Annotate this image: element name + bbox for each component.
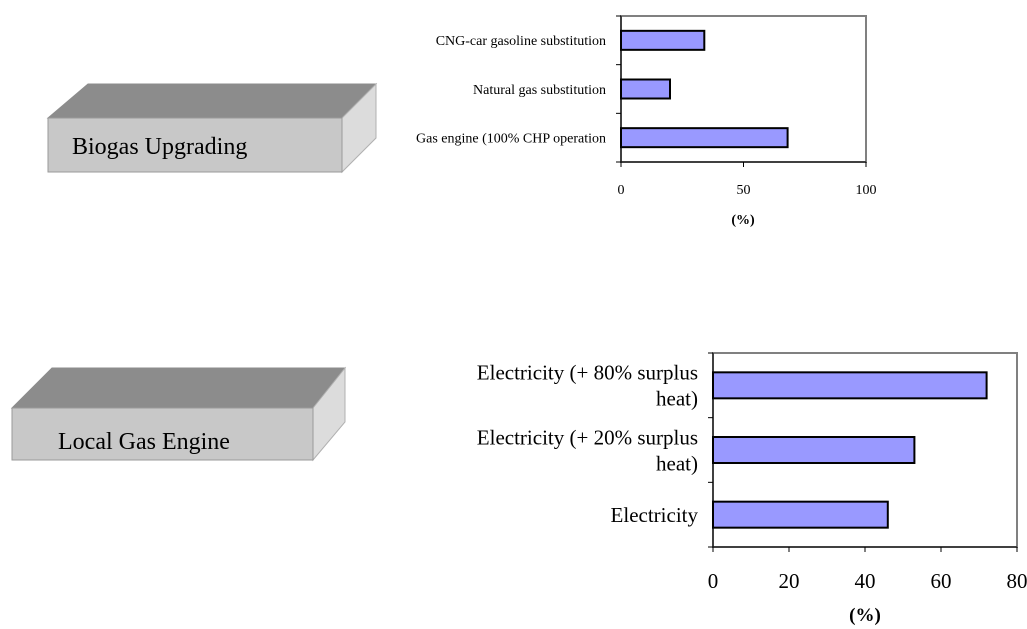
category-label: Electricity xyxy=(611,503,699,527)
box-front-face xyxy=(11,407,314,461)
category-label: Electricity (+ 80% surplus heat) xyxy=(477,361,698,411)
chart-biogas-upgrading: 0 50 100 CNG-car gasoline substitution Natu… xyxy=(416,15,877,228)
x-axis-title: (%) xyxy=(731,213,755,228)
bar xyxy=(712,371,988,400)
category-label: Electricity (+ 20% surplus heat) xyxy=(477,425,698,475)
bar xyxy=(620,127,789,149)
x-tick-label: 20 xyxy=(779,569,800,593)
box-top-face xyxy=(46,83,378,119)
x-ticks: 0 20 40 60 80 xyxy=(708,352,1027,593)
x-tick-label: 60 xyxy=(931,569,952,593)
bar xyxy=(712,436,916,464)
x-tick-label: 0 xyxy=(708,569,719,593)
category-labels: Electricity (+ 80% surplus heat) Electrici… xyxy=(477,361,699,527)
biogas-upgrading-label: Biogas Upgrading xyxy=(72,134,247,160)
category-labels: CNG-car gasoline substitution Natural gas… xyxy=(416,34,606,146)
chart-local-gas-engine: 0 20 40 60 80 Electricity (+ 80% surplus heat… xyxy=(477,352,1027,626)
local-gas-engine-label: Local Gas Engine xyxy=(58,429,230,455)
x-tick-label: 40 xyxy=(855,569,876,593)
biogas-upgrading-box: Biogas Upgrading xyxy=(46,82,378,174)
bar xyxy=(620,29,706,51)
bar xyxy=(620,78,671,100)
bars xyxy=(620,29,789,149)
category-label: Gas engine (100% CHP operation xyxy=(416,132,606,147)
x-ticks: 0 50 100 xyxy=(616,15,877,198)
x-axis-title: (%) xyxy=(849,605,881,626)
category-label: CNG-car gasoline substitution xyxy=(436,34,606,49)
x-tick-label: 50 xyxy=(737,183,751,198)
x-tick-label: 80 xyxy=(1007,569,1027,593)
local-gas-engine-box: Local Gas Engine xyxy=(10,366,347,462)
x-tick-label: 0 xyxy=(618,183,625,198)
box-top-face xyxy=(10,367,347,409)
bars xyxy=(712,371,988,529)
bar xyxy=(712,500,889,529)
box-front-face xyxy=(47,117,343,173)
category-label: Natural gas substitution xyxy=(473,83,606,98)
x-tick-label: 100 xyxy=(856,183,877,198)
